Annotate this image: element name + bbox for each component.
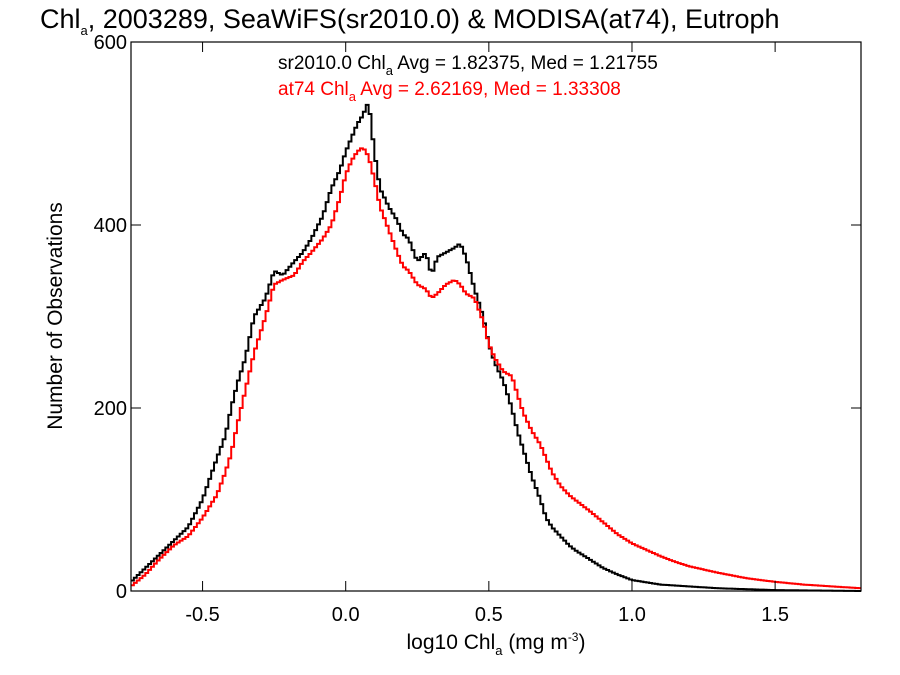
x-tick-label: 1.5: [761, 604, 789, 626]
y-tick-label: 400: [94, 215, 127, 237]
x-tick-label: 0.5: [475, 604, 503, 626]
y-axis-label: Number of Observations: [44, 202, 67, 430]
chart-title: Chla, 2003289, SeaWiFS(sr2010.0) & MODIS…: [40, 4, 780, 38]
plot-frame: [130, 41, 862, 592]
x-tick-label: -0.5: [185, 604, 219, 626]
y-tick-label: 600: [94, 32, 127, 54]
legend-sr2010-stats: sr2010.0 Chla Avg = 1.82375, Med = 1.217…: [278, 53, 658, 78]
x-tick-label: 1.0: [618, 604, 646, 626]
x-tick-label: 0.0: [332, 604, 360, 626]
series-line-at74: [131, 147, 861, 590]
series-layer: [131, 103, 861, 592]
legend-at74-stats: at74 Chla Avg = 2.62169, Med = 1.33308: [278, 79, 621, 104]
y-tick-label: 200: [94, 398, 127, 420]
y-tick-label: 0: [116, 581, 127, 603]
tick-layer: -0.5 0.0 0.5 1.0 1.5 0 200 400 600: [94, 32, 861, 626]
series-line-sr2010-0: [131, 103, 861, 592]
x-axis-label: log10 Chla (mg m-3): [407, 630, 586, 658]
